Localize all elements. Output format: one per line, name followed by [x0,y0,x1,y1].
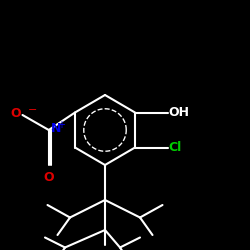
Text: Cl: Cl [169,141,182,154]
Text: O: O [44,171,54,184]
Text: O: O [10,107,21,120]
Text: N: N [51,122,61,135]
Text: −: − [28,104,37,115]
Text: +: + [57,120,65,130]
Text: OH: OH [169,106,190,119]
